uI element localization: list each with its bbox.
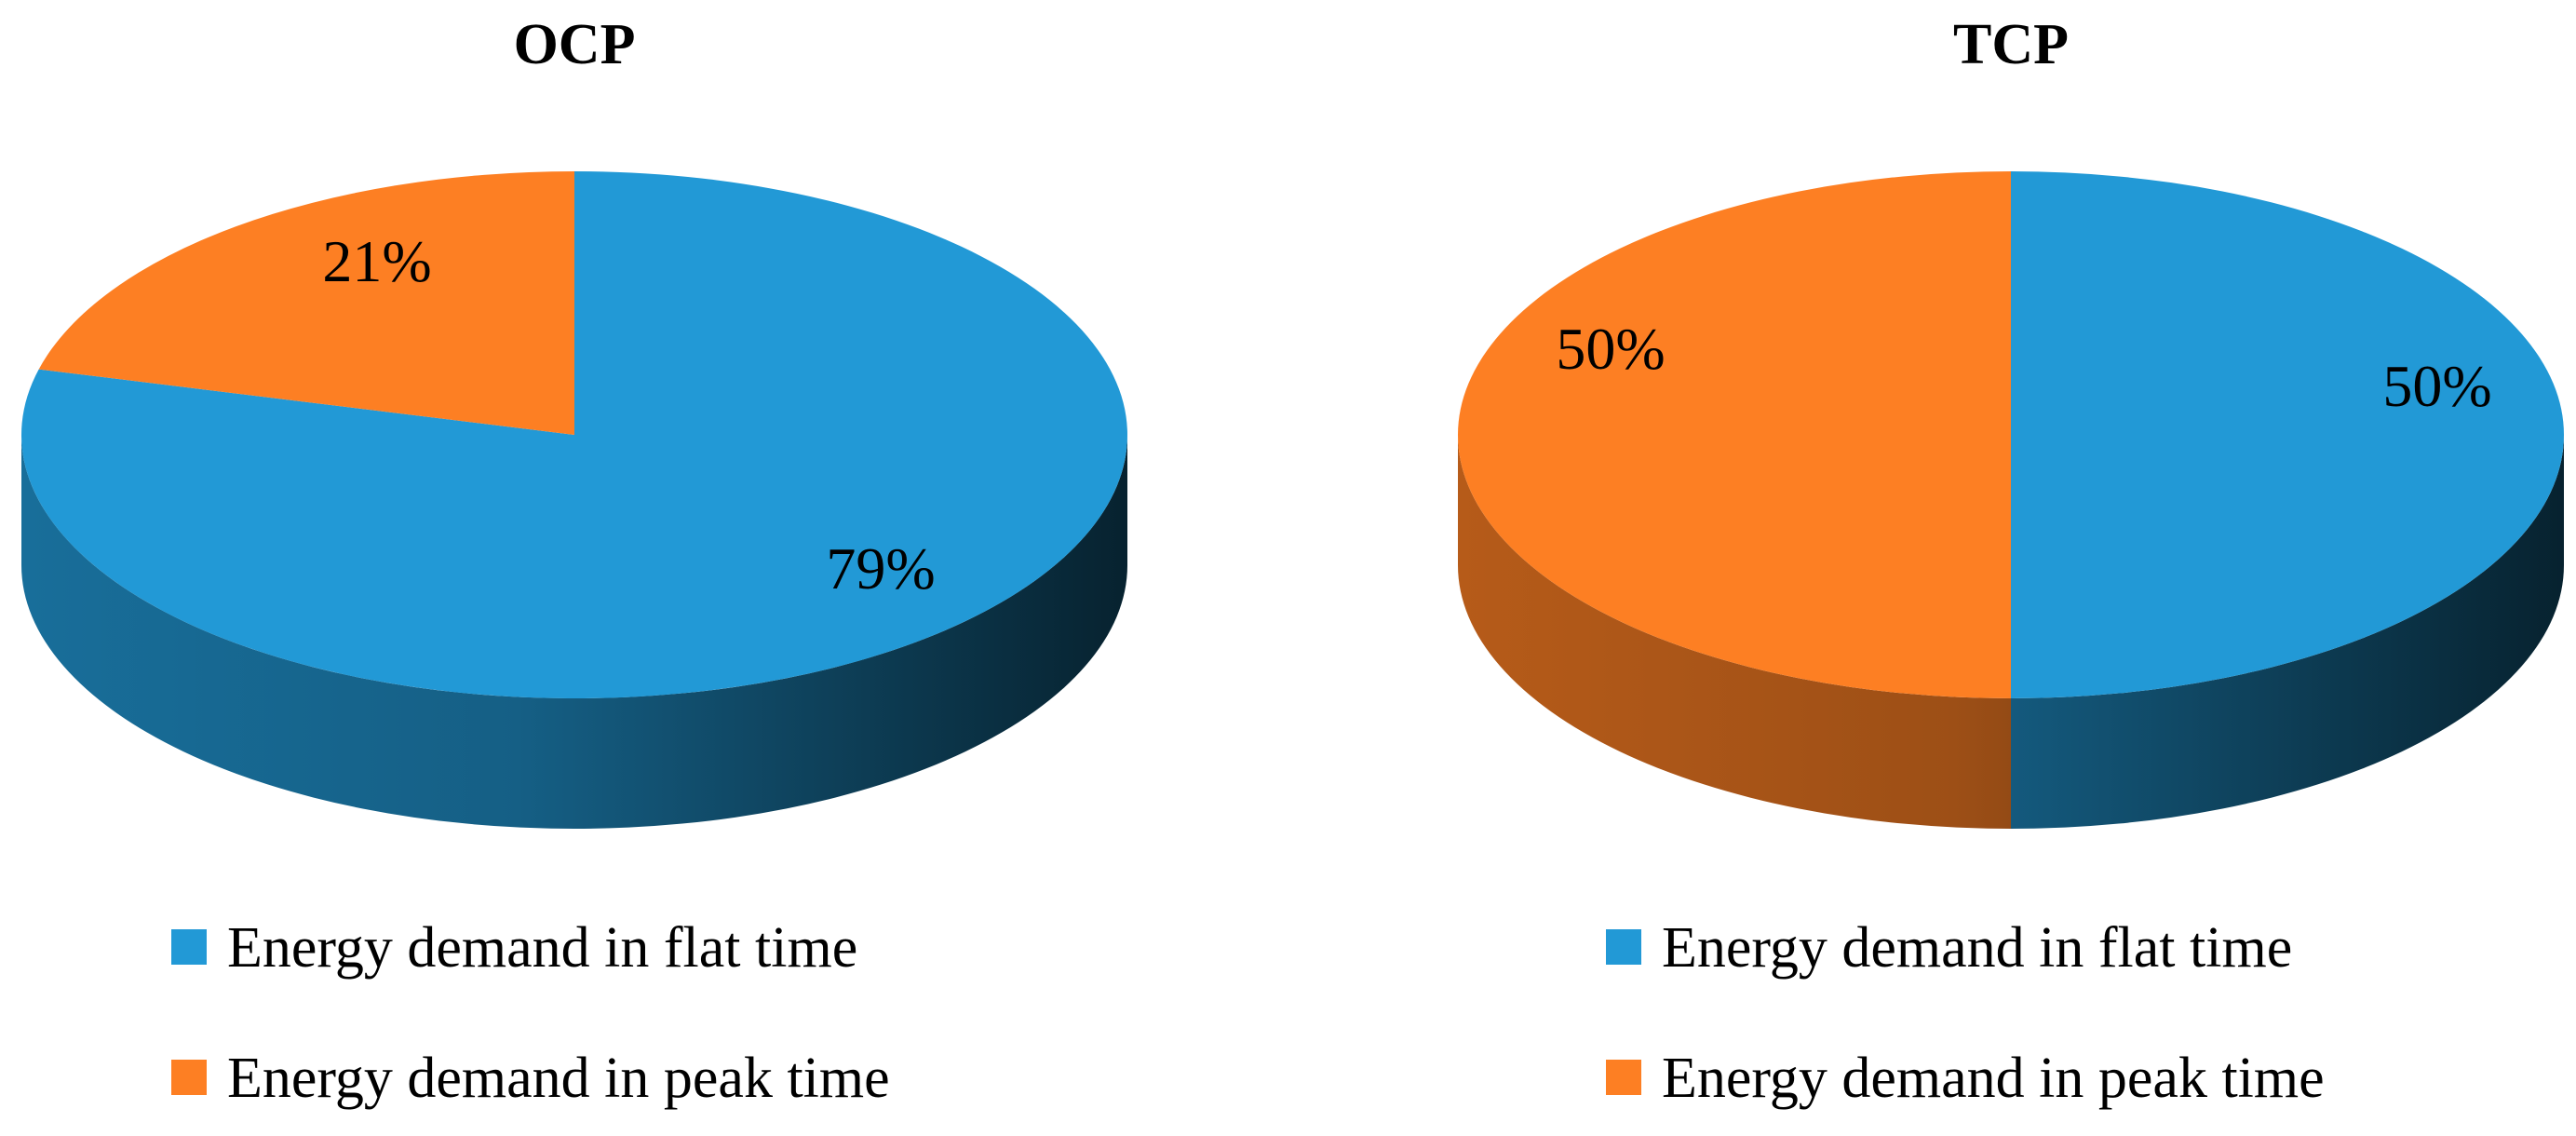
tcp-legend-label-flat-time: Energy demand in flat time [1662, 916, 2292, 980]
ocp-flat-time-value-label: 79% [826, 535, 935, 602]
ocp-slice-energy-demand-in-peak-time [38, 171, 574, 435]
tcp-legend-item-flat-time: Energy demand in flat time [1606, 916, 2292, 980]
ocp-legend: Energy demand in flat time Energy demand… [171, 916, 890, 1110]
tcp-slice-side-energy-demand-in-peak-time [1458, 435, 2011, 829]
tcp-peak-time-value-label: 50% [1556, 316, 1665, 382]
ocp-legend-label-flat-time: Energy demand in flat time [227, 916, 857, 980]
ocp-legend-swatch-flat-time [171, 929, 207, 965]
ocp-pie-labels: 79% 21% [322, 228, 935, 602]
tcp-legend-swatch-flat-time [1606, 929, 1641, 965]
tcp-legend-label-peak-time: Energy demand in peak time [1662, 1047, 2325, 1110]
tcp-flat-time-value-label: 50% [2382, 353, 2491, 419]
ocp-peak-time-value-label: 21% [322, 228, 431, 294]
tcp-pie-chart: TCP 50% 50% Energy demand in flat time E… [1458, 13, 2564, 1110]
tcp-pie-labels: 50% 50% [1556, 316, 2491, 419]
tcp-slice-energy-demand-in-flat-time [2011, 171, 2564, 698]
tcp-slice-side-energy-demand-in-flat-time [2011, 435, 2564, 829]
tcp-legend-swatch-peak-time [1606, 1060, 1641, 1095]
ocp-legend-item-flat-time: Energy demand in flat time [171, 916, 857, 980]
ocp-legend-swatch-peak-time [171, 1060, 207, 1095]
ocp-chart-title: OCP [514, 13, 636, 76]
ocp-pie-chart: OCP 79% 21% Energy demand in flat time E… [21, 13, 1127, 1110]
ocp-slice-side-energy-demand-in-flat-time [21, 435, 1127, 829]
tcp-slice-energy-demand-in-peak-time [1458, 171, 2011, 698]
tcp-pie-body [1458, 171, 2564, 829]
ocp-legend-label-peak-time: Energy demand in peak time [227, 1047, 890, 1110]
tcp-chart-title: TCP [1953, 13, 2069, 76]
tcp-legend-item-peak-time: Energy demand in peak time [1606, 1047, 2325, 1110]
ocp-legend-item-peak-time: Energy demand in peak time [171, 1047, 890, 1110]
tcp-legend: Energy demand in flat time Energy demand… [1606, 916, 2325, 1110]
ocp-pie-body [21, 171, 1127, 829]
